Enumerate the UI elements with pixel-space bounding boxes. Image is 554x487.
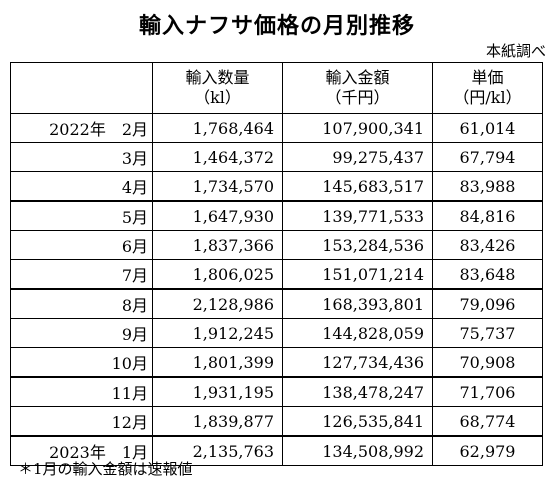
table-row: 2022年 2月 1,768,464 107,900,341 61,014	[10, 113, 543, 143]
table-row: 6月 1,837,366 153,284,536 83,426	[10, 230, 543, 260]
header-amount-label: 輸入金額	[325, 68, 390, 87]
source-note: 本紙調べ	[485, 42, 546, 60]
price-cell: 79,096	[432, 288, 543, 319]
period-cell: 9月	[10, 318, 153, 348]
table-row: 10月 1,801,399 127,734,436 70,908	[10, 347, 543, 378]
price-cell: 68,774	[432, 406, 543, 437]
volume-cell: 2,128,986	[152, 288, 283, 319]
table-row: 9月 1,912,245 144,828,059 75,737	[10, 318, 543, 348]
amount-cell: 144,828,059	[282, 318, 433, 348]
period-cell: 11月	[10, 376, 153, 407]
table-row: 5月 1,647,930 139,771,533 84,816	[10, 200, 543, 231]
price-cell: 71,706	[432, 376, 543, 407]
header-volume-unit: （kl）	[194, 88, 241, 107]
header-amount: 輸入金額 （千円）	[282, 62, 433, 114]
price-cell: 75,737	[432, 318, 543, 348]
page-title: 輸入ナフサ価格の月別推移	[138, 14, 415, 39]
amount-cell: 138,478,247	[282, 376, 433, 407]
amount-cell: 151,071,214	[282, 259, 433, 290]
volume-cell: 2,135,763	[152, 435, 283, 466]
volume-cell: 1,768,464	[152, 113, 283, 143]
header-price-unit: （円/kl）	[453, 88, 522, 107]
volume-cell: 1,931,195	[152, 376, 283, 407]
amount-cell: 145,683,517	[282, 171, 433, 202]
table-row: 3月 1,464,372 99,275,437 67,794	[10, 142, 543, 172]
price-cell: 70,908	[432, 347, 543, 378]
footnote: ＊1月の輸入金額は速報値	[18, 460, 193, 478]
amount-cell: 168,393,801	[282, 288, 433, 319]
price-cell: 67,794	[432, 142, 543, 172]
period-cell: 8月	[10, 288, 153, 319]
table-row: 7月 1,806,025 151,071,214 83,648	[10, 259, 543, 290]
volume-cell: 1,647,930	[152, 200, 283, 231]
table-row: 8月 2,128,986 168,393,801 79,096	[10, 288, 543, 319]
header-volume: 輸入数量 （kl）	[152, 62, 283, 114]
price-cell: 83,426	[432, 230, 543, 260]
volume-cell: 1,839,877	[152, 406, 283, 437]
period-cell: 5月	[10, 200, 153, 231]
header-period	[10, 62, 153, 114]
table-body: 2022年 2月 1,768,464 107,900,341 61,014 3月…	[10, 113, 543, 466]
amount-cell: 139,771,533	[282, 200, 433, 231]
period-cell: 4月	[10, 171, 153, 202]
amount-cell: 134,508,992	[282, 435, 433, 466]
table-row: 4月 1,734,570 145,683,517 83,988	[10, 171, 543, 202]
period-cell: 6月	[10, 230, 153, 260]
period-cell: 10月	[10, 347, 153, 378]
table-row: 12月 1,839,877 126,535,841 68,774	[10, 406, 543, 437]
header-price: 単価 （円/kl）	[432, 62, 543, 114]
table-header: 輸入数量 （kl） 輸入金額 （千円） 単価 （円/kl）	[10, 62, 543, 114]
table-row: 2023年 1月 2,135,763 134,508,992 62,979	[10, 435, 543, 466]
amount-cell: 99,275,437	[282, 142, 433, 172]
price-cell: 61,014	[432, 113, 543, 143]
price-cell: 62,979	[432, 435, 543, 466]
header-row: 輸入数量 （kl） 輸入金額 （千円） 単価 （円/kl）	[10, 62, 543, 114]
header-amount-unit: （千円）	[325, 88, 390, 107]
period-cell: 7月	[10, 259, 153, 290]
naphtha-price-table: 輸入数量 （kl） 輸入金額 （千円） 単価 （円/kl） 2022年 2月 1…	[10, 62, 543, 466]
volume-cell: 1,801,399	[152, 347, 283, 378]
volume-cell: 1,806,025	[152, 259, 283, 290]
period-cell: 3月	[10, 142, 153, 172]
period-cell: 2022年 2月	[10, 113, 153, 143]
volume-cell: 1,464,372	[152, 142, 283, 172]
amount-cell: 126,535,841	[282, 406, 433, 437]
volume-cell: 1,837,366	[152, 230, 283, 260]
period-cell: 2023年 1月	[10, 435, 153, 466]
table-row: 11月 1,931,195 138,478,247 71,706	[10, 376, 543, 407]
header-price-label: 単価	[471, 68, 504, 87]
header-volume-label: 輸入数量	[185, 68, 250, 87]
amount-cell: 127,734,436	[282, 347, 433, 378]
amount-cell: 153,284,536	[282, 230, 433, 260]
amount-cell: 107,900,341	[282, 113, 433, 143]
price-cell: 83,988	[432, 171, 543, 202]
volume-cell: 1,734,570	[152, 171, 283, 202]
price-cell: 83,648	[432, 259, 543, 290]
volume-cell: 1,912,245	[152, 318, 283, 348]
period-cell: 12月	[10, 406, 153, 437]
price-cell: 84,816	[432, 200, 543, 231]
